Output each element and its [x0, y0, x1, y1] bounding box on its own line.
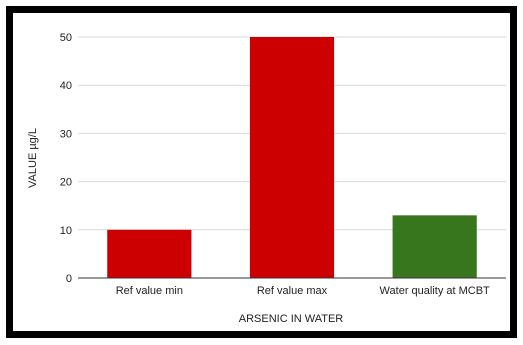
x-axis-title: ARSENIC IN WATER	[239, 313, 344, 325]
y-tick-label: 0	[66, 273, 72, 285]
bars	[107, 37, 477, 278]
x-category-label: Ref value min	[116, 285, 183, 297]
y-tick-label: 30	[60, 128, 72, 140]
y-tick-label: 50	[60, 32, 72, 44]
y-axis-ticks: 0 10 20 30 40 50	[60, 32, 72, 285]
bar-water-quality-at-mcbt	[392, 215, 477, 278]
bar-ref-value-min	[107, 229, 192, 278]
y-axis-label: VALUE µg/L	[27, 128, 39, 188]
x-axis-categories: Ref value min Ref value max Water quality …	[116, 285, 490, 297]
x-category-label: Ref value max	[257, 285, 328, 297]
y-tick-label: 10	[60, 225, 72, 237]
bar-ref-value-max	[249, 37, 335, 278]
y-tick-label: 20	[60, 177, 72, 189]
y-tick-label: 40	[60, 80, 72, 92]
x-category-label: Water quality at MCBT	[380, 285, 491, 297]
